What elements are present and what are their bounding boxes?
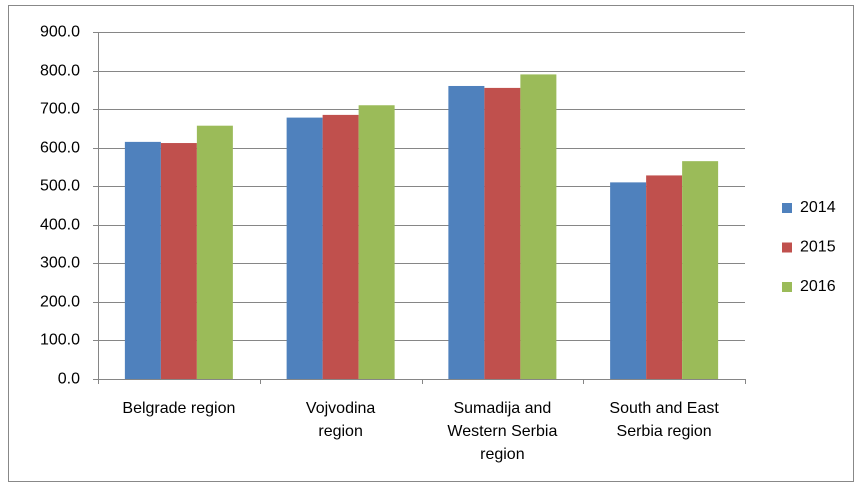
x-tick-label: Belgrade region xyxy=(122,400,236,417)
bar xyxy=(358,105,395,379)
y-tick-label: 0.0 xyxy=(58,371,80,388)
bar xyxy=(520,74,557,380)
legend-swatch xyxy=(782,282,792,292)
y-tick-label: 200.0 xyxy=(40,294,80,311)
bar xyxy=(448,85,485,379)
y-tick-label: 700.0 xyxy=(40,101,80,118)
y-tick-label: 300.0 xyxy=(40,255,80,272)
y-tick-label: 600.0 xyxy=(40,140,80,157)
bar xyxy=(682,161,719,379)
bar xyxy=(286,117,323,380)
y-tick-label: 800.0 xyxy=(40,63,80,80)
y-tick-label: 100.0 xyxy=(40,332,80,349)
bar xyxy=(646,175,683,379)
x-tick-label: Vojvodina region xyxy=(305,400,376,440)
x-tick-label: Sumadija and Western Serbia region xyxy=(447,400,558,463)
y-tick-label: 500.0 xyxy=(40,178,80,195)
bar xyxy=(196,125,233,379)
bar xyxy=(484,87,521,380)
legend-swatch xyxy=(782,203,792,213)
legend-label: 2014 xyxy=(800,199,836,216)
legend-swatch xyxy=(782,242,792,253)
legend-label: 2015 xyxy=(800,239,836,256)
y-tick-label: 400.0 xyxy=(40,217,80,234)
legend-label: 2016 xyxy=(800,278,836,295)
bar xyxy=(124,141,161,379)
bar xyxy=(160,143,197,379)
bar xyxy=(610,182,647,379)
bar xyxy=(322,114,359,380)
x-tick-label: South and East Serbia region xyxy=(609,400,719,440)
y-tick-label: 900.0 xyxy=(40,24,80,41)
